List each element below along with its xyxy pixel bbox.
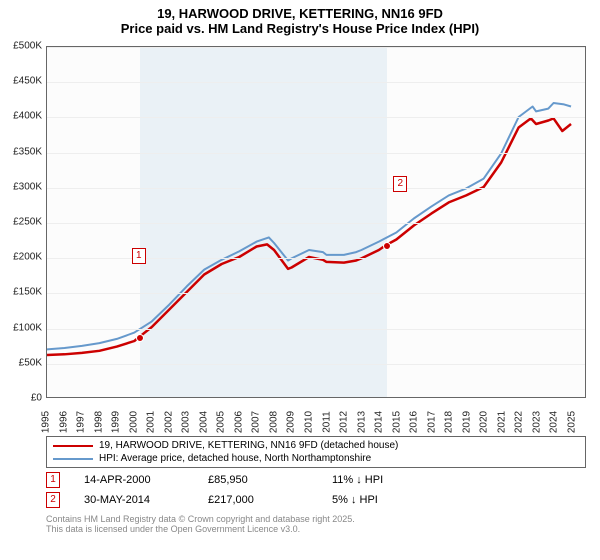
series-price_paid	[47, 118, 571, 355]
legend-swatch	[53, 458, 93, 460]
y-tick-label: £50K	[19, 357, 42, 368]
gridline	[47, 47, 585, 48]
x-tick-label: 1997	[76, 411, 87, 433]
gridline	[47, 117, 585, 118]
legend-swatch	[53, 445, 93, 447]
y-tick-label: £350K	[13, 146, 42, 157]
x-tick-label: 2010	[303, 411, 314, 433]
annotations: 1 14-APR-2000 £85,950 11% ↓ HPI 2 30-MAY-2014…	[46, 470, 586, 510]
x-tick-label: 2003	[181, 411, 192, 433]
x-tick-label: 2022	[514, 411, 525, 433]
x-tick-label: 1998	[93, 411, 104, 433]
x-tick-label: 2016	[409, 411, 420, 433]
x-tick-label: 2002	[163, 411, 174, 433]
price-marker	[383, 242, 391, 250]
gridline	[47, 329, 585, 330]
footer-line-1: Contains HM Land Registry data © Crown c…	[46, 514, 586, 524]
x-tick-label: 2021	[496, 411, 507, 433]
chart-container: 19, HARWOOD DRIVE, KETTERING, NN16 9FD P…	[0, 0, 600, 560]
x-tick-label: 2006	[233, 411, 244, 433]
legend-row: 19, HARWOOD DRIVE, KETTERING, NN16 9FD (…	[53, 439, 579, 452]
y-tick-label: £300K	[13, 181, 42, 192]
gridline	[47, 293, 585, 294]
x-tick-label: 2017	[426, 411, 437, 433]
x-tick-label: 1996	[58, 411, 69, 433]
x-tick-label: 1995	[41, 411, 52, 433]
title-address: 19, HARWOOD DRIVE, KETTERING, NN16 9FD	[8, 6, 592, 21]
x-tick-label: 2009	[286, 411, 297, 433]
gridline	[47, 223, 585, 224]
x-tick-label: 2012	[339, 411, 350, 433]
x-tick-label: 2000	[128, 411, 139, 433]
annotation-price: £217,000	[208, 494, 308, 506]
x-tick-label: 2018	[444, 411, 455, 433]
annotation-price: £85,950	[208, 474, 308, 486]
gridline	[47, 188, 585, 189]
legend: 19, HARWOOD DRIVE, KETTERING, NN16 9FD (…	[46, 436, 586, 468]
legend-label: HPI: Average price, detached house, Nort…	[99, 453, 371, 464]
price-marker	[136, 334, 144, 342]
x-tick-label: 2014	[374, 411, 385, 433]
y-tick-label: £250K	[13, 217, 42, 228]
legend-label: 19, HARWOOD DRIVE, KETTERING, NN16 9FD (…	[99, 440, 398, 451]
x-axis-labels: 1995199619971998199920002001200220032004…	[46, 400, 586, 432]
x-tick-label: 2001	[146, 411, 157, 433]
x-tick-label: 2024	[549, 411, 560, 433]
x-tick-label: 2005	[216, 411, 227, 433]
x-tick-label: 1999	[111, 411, 122, 433]
title-block: 19, HARWOOD DRIVE, KETTERING, NN16 9FD P…	[8, 6, 592, 36]
x-tick-label: 2019	[461, 411, 472, 433]
annotation-date: 30-MAY-2014	[84, 494, 184, 506]
line-svg	[47, 47, 585, 397]
chart-area: £0 £50K £100K £150K £200K £250K £300K £350K £400…	[8, 42, 592, 432]
legend-row: HPI: Average price, detached house, Nort…	[53, 452, 579, 465]
y-tick-label: £0	[31, 393, 42, 404]
annotation-delta: 11% ↓ HPI	[332, 474, 432, 486]
gridline	[47, 82, 585, 83]
x-tick-label: 2020	[479, 411, 490, 433]
annotation-index-box: 2	[46, 492, 60, 508]
x-tick-label: 2015	[391, 411, 402, 433]
y-tick-label: £150K	[13, 287, 42, 298]
plot-region: 12	[46, 46, 586, 398]
y-tick-label: £500K	[13, 41, 42, 52]
annotation-index-box: 1	[46, 472, 60, 488]
x-tick-label: 2011	[321, 411, 332, 433]
x-tick-label: 2025	[566, 411, 577, 433]
x-tick-label: 2013	[356, 411, 367, 433]
callout-box: 2	[393, 176, 407, 192]
annotation-delta: 5% ↓ HPI	[332, 494, 432, 506]
x-tick-label: 2023	[531, 411, 542, 433]
y-tick-label: £400K	[13, 111, 42, 122]
footer: Contains HM Land Registry data © Crown c…	[46, 514, 586, 534]
y-tick-label: £100K	[13, 322, 42, 333]
y-tick-label: £200K	[13, 252, 42, 263]
annotation-row: 2 30-MAY-2014 £217,000 5% ↓ HPI	[46, 490, 586, 510]
title-subtitle: Price paid vs. HM Land Registry's House …	[8, 21, 592, 36]
gridline	[47, 364, 585, 365]
x-tick-label: 2007	[251, 411, 262, 433]
footer-line-2: This data is licensed under the Open Gov…	[46, 524, 586, 534]
annotation-date: 14-APR-2000	[84, 474, 184, 486]
gridline	[47, 258, 585, 259]
series-hpi	[47, 103, 571, 349]
x-tick-label: 2008	[268, 411, 279, 433]
y-tick-label: £450K	[13, 76, 42, 87]
x-tick-label: 2004	[198, 411, 209, 433]
gridline	[47, 153, 585, 154]
annotation-row: 1 14-APR-2000 £85,950 11% ↓ HPI	[46, 470, 586, 490]
callout-box: 1	[132, 248, 146, 264]
y-axis-labels: £0£50K£100K£150K£200K£250K£300K£350K£400…	[8, 46, 42, 398]
